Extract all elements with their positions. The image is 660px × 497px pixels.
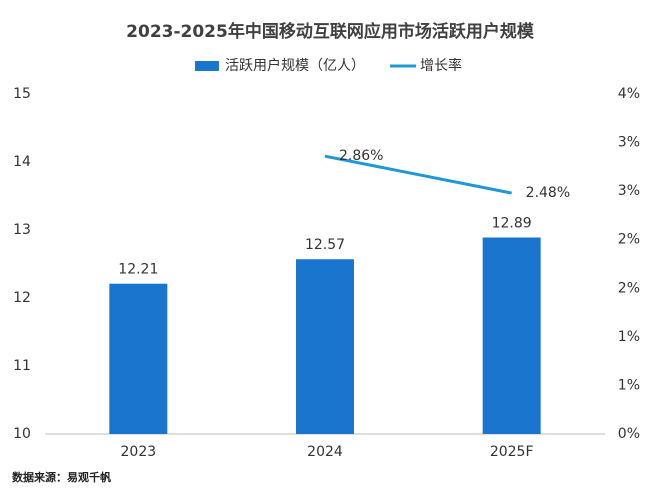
- y2-tick-label: 4%: [618, 86, 640, 102]
- x-tick-label: 2025F: [490, 444, 534, 460]
- data-label: 2.48%: [526, 185, 570, 201]
- legend-swatch: [195, 61, 219, 71]
- data-label: 12.21: [118, 262, 158, 278]
- x-tick-label: 2024: [307, 444, 343, 460]
- bar: [482, 237, 541, 434]
- bar: [109, 283, 168, 434]
- y2-tick-label: 2%: [618, 280, 640, 296]
- y-tick-label: 13: [13, 222, 31, 238]
- y-tick-label: 10: [13, 426, 31, 442]
- chart-title: 2023-2025年中国移动互联网应用市场活跃用户规模: [126, 21, 535, 42]
- y-tick-label: 15: [13, 86, 31, 102]
- y2-tick-label: 0%: [618, 426, 640, 442]
- y-tick-label: 11: [13, 358, 31, 374]
- data-label: 2.86%: [339, 148, 383, 164]
- y-tick-label: 14: [13, 154, 31, 170]
- bar: [296, 259, 354, 434]
- y-tick-label: 12: [13, 290, 31, 306]
- data-label: 12.57: [305, 237, 345, 253]
- y2-tick-label: 1%: [618, 377, 640, 393]
- legend-label: 增长率: [420, 57, 462, 74]
- y2-tick-label: 2%: [618, 232, 640, 248]
- data-label: 12.89: [492, 215, 532, 231]
- source: 数据来源：易观千帆: [12, 470, 111, 484]
- y2-tick-label: 3%: [618, 135, 640, 151]
- y2-tick-label: 1%: [618, 329, 640, 345]
- y2-tick-label: 3%: [618, 183, 640, 199]
- x-tick-label: 2023: [121, 444, 157, 460]
- legend-label: 活跃用户规模（亿人）: [225, 57, 365, 74]
- line: [324, 154, 512, 195]
